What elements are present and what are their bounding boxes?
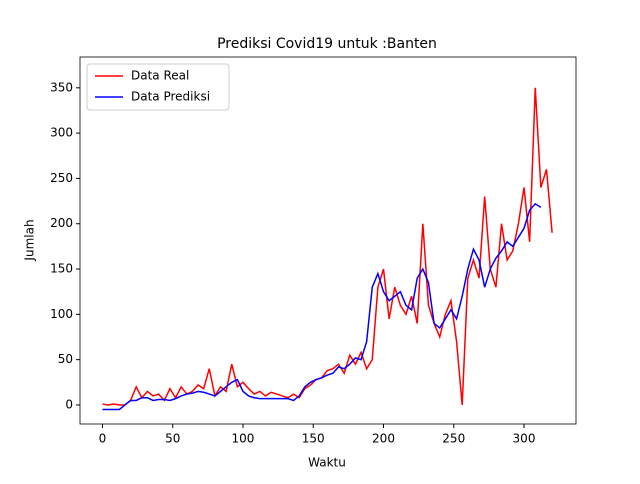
x-axis-label: Waktu bbox=[308, 456, 346, 470]
x-tick-label: 150 bbox=[302, 432, 325, 446]
y-tick-label: 250 bbox=[50, 171, 73, 185]
x-tick-label: 100 bbox=[232, 432, 255, 446]
x-tick-label: 200 bbox=[372, 432, 395, 446]
y-tick-label: 150 bbox=[50, 262, 73, 276]
y-tick-label: 0 bbox=[65, 397, 73, 411]
x-tick-label: 0 bbox=[99, 432, 107, 446]
legend-label: Data Real bbox=[131, 69, 189, 83]
y-tick-label: 200 bbox=[50, 216, 73, 230]
y-tick-label: 50 bbox=[58, 352, 73, 366]
y-axis-label: Jumlah bbox=[23, 219, 37, 261]
y-tick-label: 100 bbox=[50, 307, 73, 321]
x-tick-label: 250 bbox=[442, 432, 465, 446]
x-tick-label: 50 bbox=[165, 432, 180, 446]
legend-label: Data Prediksi bbox=[131, 90, 210, 104]
y-tick-label: 350 bbox=[50, 80, 73, 94]
chart-title: Prediksi Covid19 untuk :Banten bbox=[217, 36, 437, 52]
y-tick-label: 300 bbox=[50, 126, 73, 140]
series-line bbox=[102, 202, 542, 411]
x-tick-label: 300 bbox=[513, 432, 536, 446]
plot-frame bbox=[79, 56, 577, 425]
series-line bbox=[102, 87, 553, 406]
